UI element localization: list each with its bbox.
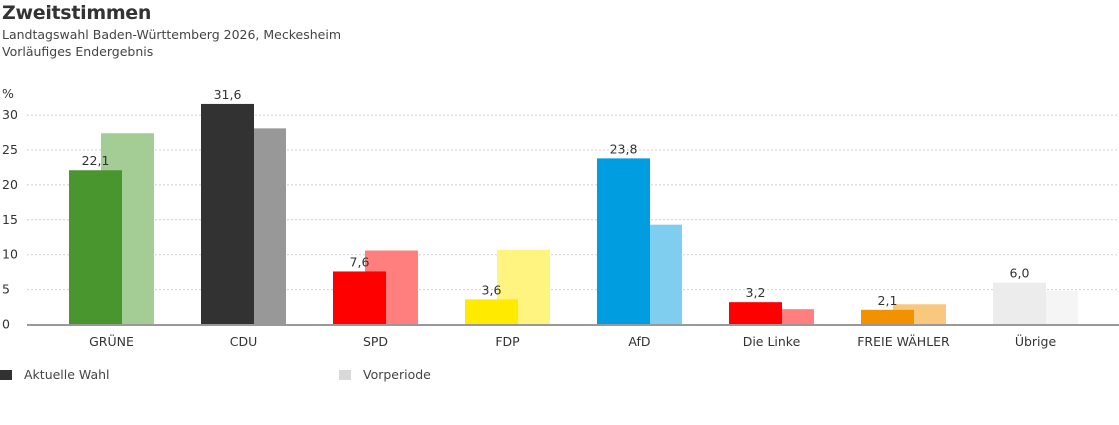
- y-tick-label: 20: [2, 177, 18, 192]
- data-label: 3,6: [482, 282, 502, 297]
- y-tick-label: 10: [2, 247, 18, 262]
- chart-status: Vorläufiges Endergebnis: [2, 44, 154, 59]
- legend-label-previous: Vorperiode: [363, 367, 431, 382]
- x-tick-label: CDU: [230, 334, 258, 349]
- legend-swatch-previous: [339, 369, 351, 380]
- bar-current: [69, 170, 122, 325]
- y-tick-label: 5: [2, 282, 10, 297]
- x-tick-label: AfD: [628, 334, 650, 349]
- data-label: 3,2: [746, 285, 766, 300]
- chart-subtitle: Landtagswahl Baden-Württemberg 2026, Mec…: [2, 27, 341, 42]
- y-tick-label: 25: [2, 142, 18, 157]
- x-tick-label: Übrige: [1015, 333, 1057, 349]
- data-label: 2,1: [878, 293, 898, 308]
- x-tick-label: FDP: [495, 334, 520, 349]
- bar-current: [333, 271, 386, 325]
- data-label: 23,8: [610, 141, 638, 156]
- bar-current: [597, 158, 650, 325]
- bar-current: [465, 299, 518, 325]
- legend-item-current: Aktuelle Wahl: [0, 367, 110, 382]
- data-label: 22,1: [82, 153, 110, 168]
- bar-current: [729, 302, 782, 325]
- y-axis-unit-label: %: [2, 86, 14, 101]
- y-tick-label: 30: [2, 107, 18, 122]
- data-label: 6,0: [1010, 266, 1030, 281]
- bar-current: [861, 309, 914, 325]
- legend-swatch-current: [0, 369, 12, 380]
- y-tick-label: 0: [2, 317, 10, 332]
- data-label: 31,6: [214, 87, 242, 102]
- bar-current: [993, 282, 1046, 325]
- bar-current: [201, 103, 254, 325]
- x-tick-label: Die Linke: [743, 334, 801, 349]
- x-tick-label: GRÜNE: [89, 333, 134, 349]
- y-tick-label: 15: [2, 212, 18, 227]
- x-tick-label: SPD: [363, 334, 388, 349]
- legend-label-current: Aktuelle Wahl: [24, 367, 110, 382]
- data-label: 7,6: [350, 254, 370, 269]
- chart-title: Zweitstimmen: [2, 2, 152, 24]
- legend-item-previous: Vorperiode: [339, 367, 431, 382]
- x-tick-label: FREIE WÄHLER: [857, 334, 950, 349]
